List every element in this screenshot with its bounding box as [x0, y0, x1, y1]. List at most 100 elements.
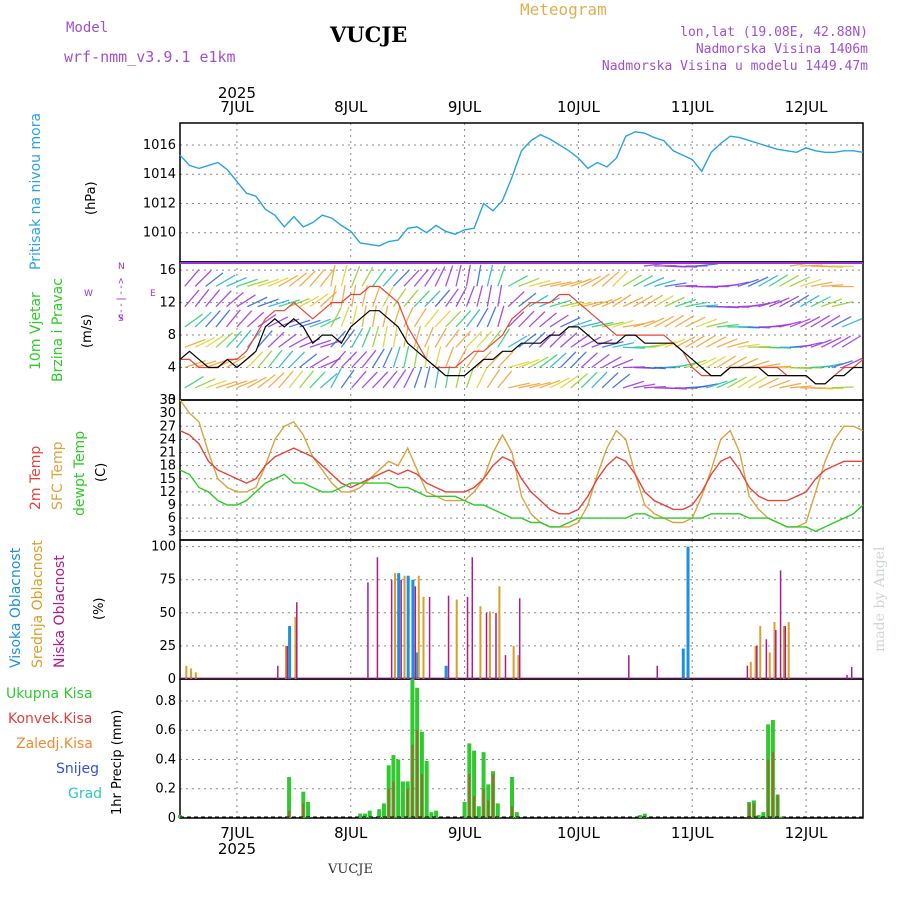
- y-tick-label: 0: [168, 393, 176, 408]
- low-cloud-bar: [277, 665, 279, 679]
- wind-arrow: [340, 351, 358, 368]
- wind-arrow: [737, 357, 759, 369]
- wind-arrow: [716, 355, 737, 369]
- mid-cloud-bar: [417, 575, 420, 679]
- pressure-line: [179, 131, 864, 247]
- wind-arrow: [299, 295, 320, 308]
- wind-arrow: [497, 351, 514, 368]
- temp-2m-line: [179, 429, 863, 515]
- wind-compass-west: W: [84, 289, 93, 299]
- wind-arrow: [246, 351, 264, 368]
- wind-arrow: [184, 269, 200, 287]
- conv-precip-bar: [302, 803, 305, 818]
- wind-arrow: [831, 335, 852, 348]
- wind-arrow: [215, 380, 238, 389]
- low-cloud-bar: [756, 645, 758, 679]
- y-tick-label: 0.6: [155, 723, 176, 738]
- low-cloud-bar: [466, 596, 469, 679]
- wind-arrow: [549, 299, 572, 308]
- total-precip-bar: [756, 815, 761, 818]
- wind-arrow: [382, 370, 398, 389]
- wind-arrow: [779, 274, 799, 287]
- conv-precip-bar: [776, 794, 779, 818]
- y-tick-label: 1016: [143, 138, 176, 153]
- y-tick-label: 8: [168, 328, 176, 343]
- total-precip-bar: [424, 760, 429, 818]
- low-cloud-bar: [779, 570, 782, 679]
- model-altitude-text: Nadmorska Visina u modelu 1449.47m: [601, 59, 868, 74]
- wind-arrow: [486, 369, 501, 389]
- wind-arrow: [549, 314, 569, 328]
- wind-arrow: [184, 313, 204, 328]
- wind-arrow: [268, 299, 290, 308]
- wind-arrow: [309, 371, 326, 389]
- low-cloud-bar: [504, 655, 507, 679]
- wind-arrow: [184, 375, 204, 389]
- wind-arrow: [351, 327, 364, 348]
- wind-arrow: [601, 356, 622, 369]
- model-name: wrf-nmm_v3.9.1 e1km: [64, 48, 236, 66]
- wind-arrow: [247, 376, 267, 389]
- wind-arrow: [288, 272, 307, 287]
- wind-arrow: [445, 310, 462, 328]
- precip-hail-label: Grad: [68, 786, 103, 802]
- wind-arrow: [560, 316, 581, 328]
- wind-arrow: [257, 298, 279, 308]
- wind-arrow: [476, 307, 489, 328]
- wind-arrow: [403, 367, 415, 389]
- wind-arrow: [800, 341, 823, 348]
- wind-arrow: [570, 319, 592, 328]
- wind-arrow: [570, 278, 592, 287]
- wind-arrow: [737, 278, 759, 287]
- wind-arrow: [675, 362, 697, 369]
- wind-arrow: [226, 355, 246, 369]
- wind-arrow: [309, 269, 325, 287]
- wind-arrow: [841, 317, 863, 328]
- y-tick-label: 27: [159, 419, 176, 434]
- y-tick-label: 50: [159, 606, 176, 621]
- wind-arrow: [372, 268, 387, 287]
- wind-arrow: [559, 351, 577, 368]
- wind-arrow: [664, 314, 684, 328]
- wind-arrow: [236, 329, 252, 348]
- wind-arrow: [486, 351, 504, 368]
- wind-arrow: [299, 370, 314, 389]
- mid-cloud-bar: [185, 665, 188, 679]
- wind-arrow: [382, 269, 399, 287]
- high-cloud-bar: [397, 573, 401, 679]
- wind-arrow: [247, 279, 269, 287]
- mid-cloud-bar: [768, 652, 771, 679]
- y-tick-label: 21: [159, 446, 176, 461]
- day-label-bottom: 8JUL: [334, 824, 368, 842]
- wind-arrow: [445, 288, 459, 308]
- wind-arrow: [779, 382, 802, 389]
- wind-arrow: [549, 352, 567, 369]
- wind-arrow: [226, 380, 248, 389]
- wind-arrow: [654, 279, 676, 287]
- wind-arrow: [361, 371, 378, 389]
- conv-precip-bar: [487, 800, 490, 818]
- station-title: VUCJE: [330, 22, 408, 47]
- conv-precip-bar: [771, 752, 774, 818]
- model-label: Model: [66, 20, 109, 36]
- wind-arrow: [320, 316, 341, 328]
- mid-cloud-bar: [754, 645, 757, 679]
- wind-arrow: [215, 309, 231, 328]
- wind-arrow: [497, 305, 505, 328]
- wind-arrow: [351, 305, 358, 328]
- wind-arrow: [371, 285, 381, 307]
- wind-arrow: [476, 330, 493, 348]
- mid-cloud-bar: [422, 596, 425, 679]
- wind-arrow: [716, 338, 738, 348]
- wind-arrow: [737, 343, 760, 348]
- wind-arrow: [476, 285, 484, 307]
- wind-arrow: [319, 268, 335, 287]
- wind-arrow: [403, 325, 409, 348]
- total-precip-bar: [381, 803, 386, 818]
- wind-arrow: [371, 305, 377, 328]
- wind-arrow: [633, 275, 654, 287]
- wind-arrow: [727, 356, 747, 369]
- wind-arrow: [413, 325, 422, 348]
- panel-frame: [179, 399, 864, 541]
